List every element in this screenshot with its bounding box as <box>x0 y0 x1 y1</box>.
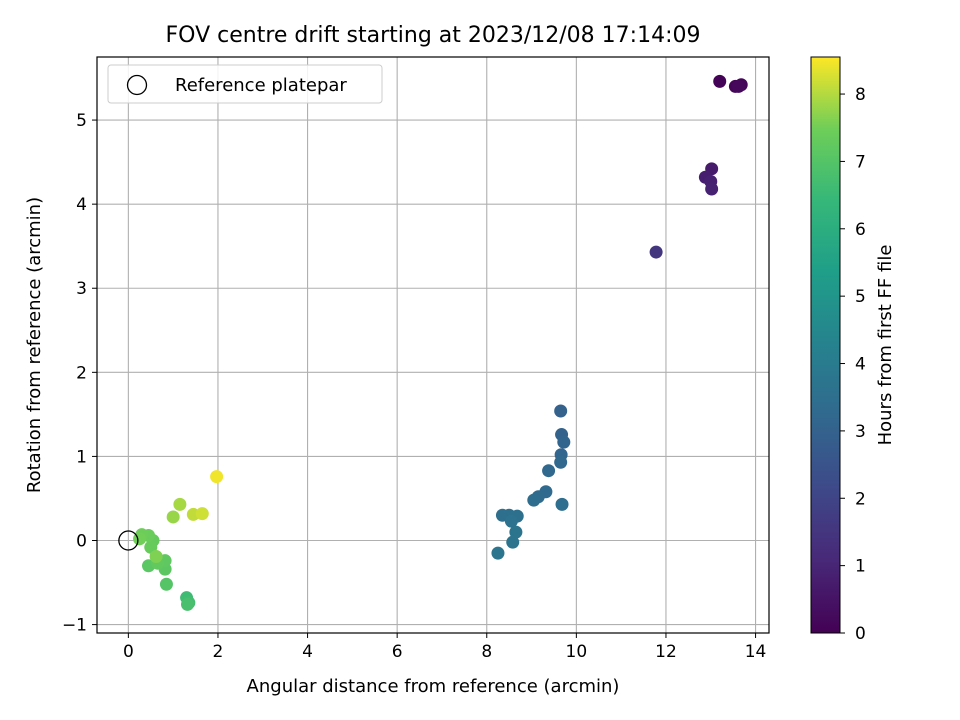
colorbar-tick-label: 6 <box>855 220 866 240</box>
data-point <box>649 245 663 259</box>
data-point <box>195 507 209 521</box>
data-point <box>173 497 187 511</box>
data-point <box>542 464 556 478</box>
data-point <box>149 549 163 563</box>
colorbar-tick-label: 3 <box>855 422 866 442</box>
y-tick-label: 0 <box>76 532 87 552</box>
chart-title: FOV centre drift starting at 2023/12/08 … <box>166 23 701 48</box>
x-tick-label: 4 <box>302 642 313 662</box>
y-tick-label: 1 <box>76 447 87 467</box>
data-point <box>713 74 727 88</box>
y-axis-label: Rotation from reference (arcmin) <box>24 197 45 493</box>
x-tick-label: 6 <box>392 642 403 662</box>
colorbar-ticks: 0 1 2 3 4 5 6 7 8 <box>840 85 866 644</box>
x-tick-label: 0 <box>123 642 134 662</box>
colorbar-tick-label: 0 <box>855 624 866 644</box>
legend: Reference platepar <box>107 64 383 104</box>
data-point <box>732 79 746 93</box>
y-tick-label: 2 <box>76 363 87 383</box>
colorbar-tick-label: 8 <box>855 85 866 105</box>
data-point <box>527 493 541 507</box>
x-tick-label: 12 <box>655 642 677 662</box>
colorbar-label: Hours from first FF file <box>875 245 896 446</box>
data-point <box>554 404 568 418</box>
data-point <box>555 497 569 511</box>
data-point <box>557 435 571 449</box>
x-tick-label: 8 <box>481 642 492 662</box>
y-axis-ticks: −1 0 1 2 3 4 5 <box>62 111 97 636</box>
data-point <box>504 514 518 528</box>
y-tick-label: 3 <box>76 279 87 299</box>
legend-label: Reference platepar <box>175 75 347 96</box>
x-tick-label: 10 <box>566 642 588 662</box>
data-points <box>118 74 748 611</box>
x-axis-ticks: 0 2 4 6 8 10 12 14 <box>123 633 766 662</box>
data-point <box>509 525 523 539</box>
colorbar-tick-label: 5 <box>855 287 866 307</box>
colorbar-tick-label: 7 <box>855 152 866 172</box>
reference-point-marker <box>118 530 139 551</box>
y-tick-label: 5 <box>76 111 87 131</box>
x-axis-label: Angular distance from reference (arcmin) <box>247 676 620 697</box>
colorbar-tick-label: 1 <box>855 557 866 577</box>
y-tick-label: −1 <box>62 616 87 636</box>
data-point <box>506 535 520 549</box>
x-tick-label: 2 <box>213 642 224 662</box>
data-point <box>180 597 194 611</box>
data-point <box>491 546 505 560</box>
colorbar-gradient <box>810 56 841 634</box>
colorbar-tick-label: 4 <box>855 355 866 375</box>
colorbar-tick-label: 2 <box>855 489 866 509</box>
plot-area-frame <box>96 56 770 634</box>
data-point <box>166 510 180 524</box>
y-tick-label: 4 <box>76 195 87 215</box>
data-point <box>159 577 173 591</box>
legend-box <box>107 64 383 104</box>
x-tick-label: 14 <box>745 642 767 662</box>
grid <box>97 57 769 633</box>
data-point <box>705 182 719 196</box>
legend-reference-marker <box>126 74 148 96</box>
colorbar: 0 1 2 3 4 5 6 7 8 Hours from first FF file <box>810 56 896 644</box>
data-point <box>554 455 568 469</box>
data-point <box>210 470 224 484</box>
